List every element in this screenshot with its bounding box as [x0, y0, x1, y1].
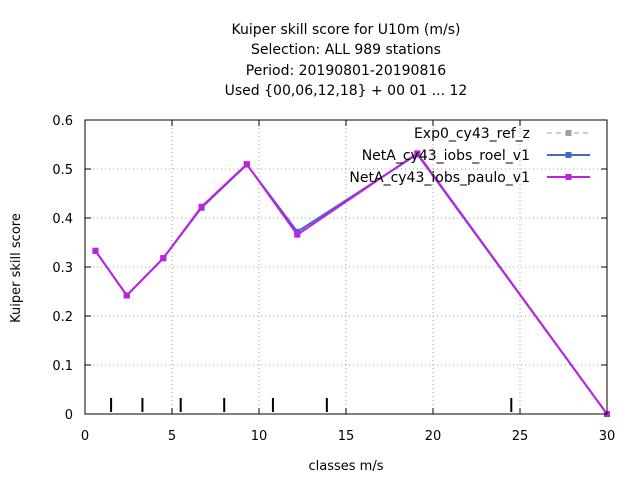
data-point	[198, 203, 205, 210]
data-point	[243, 161, 250, 168]
title-line-3: Period: 20190801-20190816	[246, 63, 446, 79]
title-line-1: Kuiper skill score for U10m (m/s)	[232, 22, 461, 38]
y-tick-label: 0.3	[52, 261, 73, 276]
x-tick-label: 5	[168, 429, 176, 444]
legend: Exp0_cy43_ref_z NetA_cy43_iobs_roel_v1 Net…	[349, 126, 590, 186]
y-tick-label: 0.4	[52, 212, 73, 227]
y-tick-label: 0	[65, 408, 73, 423]
legend-item: Exp0_cy43_ref_z	[414, 126, 590, 142]
title-line-2: Selection: ALL 989 stations	[251, 42, 441, 58]
y-tick-label: 0.1	[52, 359, 73, 374]
title-line-4: Used {00,06,12,18} + 00 01 ... 12	[225, 83, 468, 99]
legend-item: NetA_cy43_iobs_roel_v1	[362, 148, 590, 164]
series-3	[92, 150, 610, 417]
x-tick-label: 15	[338, 429, 355, 444]
data-point	[414, 150, 421, 157]
data-point	[294, 231, 301, 238]
series-group	[92, 150, 610, 417]
x-tick-label: 20	[425, 429, 442, 444]
x-tick-label: 10	[251, 429, 268, 444]
legend-marker	[565, 130, 572, 136]
legend-label: NetA_cy43_iobs_roel_v1	[362, 148, 530, 164]
series-1	[92, 151, 610, 417]
data-point	[123, 292, 130, 299]
y-axis-label: Kuiper skill score	[9, 213, 24, 323]
y-tick-label: 0.5	[52, 163, 73, 178]
x-tick-label: 25	[512, 429, 529, 444]
legend-label: Exp0_cy43_ref_z	[414, 126, 530, 142]
legend-item: NetA_cy43_iobs_paulo_v1	[349, 170, 590, 186]
data-point	[92, 247, 99, 254]
series-2	[92, 151, 610, 417]
grid	[85, 120, 607, 414]
y-tick-label: 0.6	[52, 114, 73, 129]
data-point	[160, 255, 167, 262]
legend-marker	[565, 174, 572, 180]
legend-label: NetA_cy43_iobs_paulo_v1	[349, 170, 530, 186]
y-tick-label: 0.2	[52, 310, 73, 325]
legend-marker	[565, 152, 572, 158]
chart-title: Kuiper skill score for U10m (m/s) Select…	[225, 22, 468, 99]
x-axis-label: classes m/s	[309, 459, 384, 474]
axis-ticks: 0 5 10 15 20 25 30 0 0.1 0.2 0.3 0.4 0.5 0.6	[52, 114, 615, 444]
class-marks	[110, 398, 513, 412]
series-line	[94, 151, 608, 415]
x-tick-label: 0	[81, 429, 89, 444]
x-tick-label: 30	[599, 429, 616, 444]
